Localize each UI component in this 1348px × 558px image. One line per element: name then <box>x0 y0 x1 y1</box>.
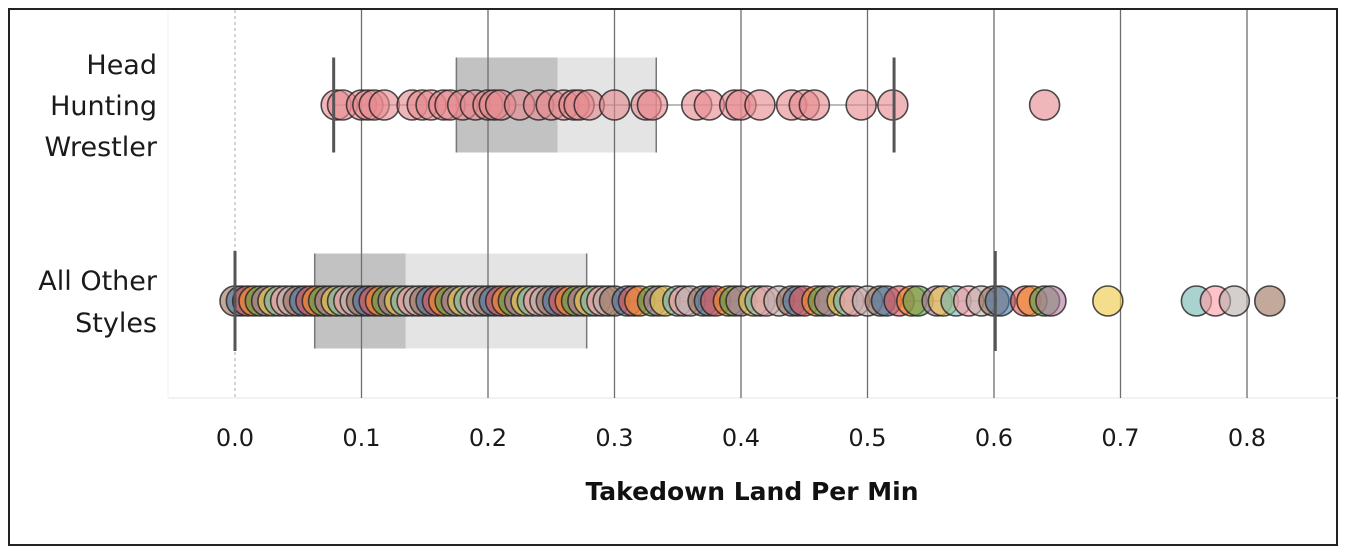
row-label-0-line-0: Head <box>86 50 157 81</box>
x-tick-label-1: 0.1 <box>342 424 380 452</box>
points-row-0 <box>320 89 1061 121</box>
data-point <box>598 89 631 121</box>
data-point <box>845 89 877 121</box>
chart-frame <box>8 8 1338 546</box>
x-tick-label-4: 0.4 <box>722 424 760 452</box>
row-label-1-line-1: Styles <box>75 308 157 339</box>
x-tick-label-7: 0.7 <box>1101 424 1139 452</box>
x-tick-label-8: 0.8 <box>1228 424 1266 452</box>
row-label-0-line-1: Hunting <box>50 91 157 122</box>
data-point <box>744 89 776 121</box>
points-row-1 <box>219 285 1286 317</box>
row-label-0-line-2: Wrestler <box>45 132 158 163</box>
data-point <box>1028 89 1061 121</box>
x-tick-label-6: 0.6 <box>975 424 1013 452</box>
data-point <box>1253 285 1286 317</box>
data-point <box>1035 285 1067 317</box>
data-point <box>368 89 401 121</box>
data-point <box>798 89 831 121</box>
x-tick-label-2: 0.2 <box>469 424 507 452</box>
x-tick-label-0: 0.0 <box>216 424 254 452</box>
data-point <box>636 89 669 121</box>
data-point <box>1218 285 1251 317</box>
x-tick-label-3: 0.3 <box>595 424 633 452</box>
x-tick-label-5: 0.5 <box>848 424 886 452</box>
x-axis-title: Takedown Land Per Min <box>585 477 918 506</box>
row-label-1-line-0: All Other <box>38 266 158 297</box>
data-point <box>1092 285 1124 317</box>
